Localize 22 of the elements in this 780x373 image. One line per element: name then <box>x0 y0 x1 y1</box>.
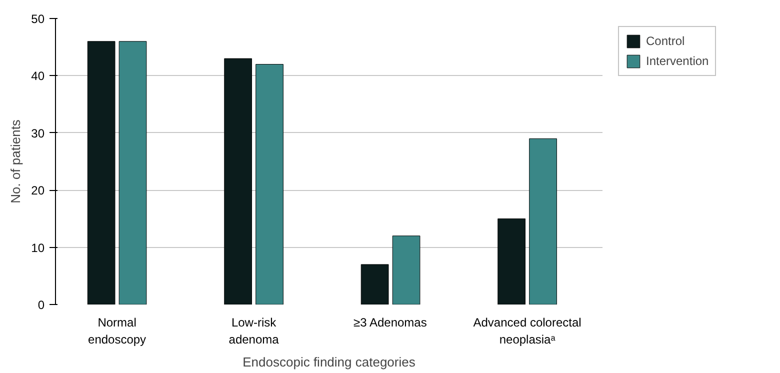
y-tick-label: 40 <box>31 69 45 84</box>
bar <box>360 264 389 304</box>
bar <box>87 41 116 304</box>
bar <box>498 218 526 304</box>
y-tick-label: 10 <box>31 240 45 255</box>
y-tick-label: 30 <box>31 126 45 140</box>
bar <box>118 41 147 304</box>
y-tick-label: 20 <box>31 184 45 198</box>
bar <box>392 236 420 304</box>
y-tick-label: 50 <box>31 12 45 26</box>
x-tick-label: Low-risk adenoma <box>228 316 280 346</box>
y-axis-title: No. of patients <box>8 119 24 204</box>
bar <box>224 58 252 304</box>
legend-label: Control <box>646 34 685 48</box>
x-axis-title: Endoscopic finding categories <box>242 354 416 370</box>
x-tick-label: ≥3 Adenomas <box>354 316 427 330</box>
x-tick-label: Normal endoscopy <box>88 316 146 346</box>
legend-label: Intervention <box>646 54 709 68</box>
bar <box>256 64 284 304</box>
y-tick-label: 0 <box>38 298 45 312</box>
bar <box>529 138 557 304</box>
x-tick-label: Advanced colorectal neoplasiaᵃ <box>473 316 582 346</box>
